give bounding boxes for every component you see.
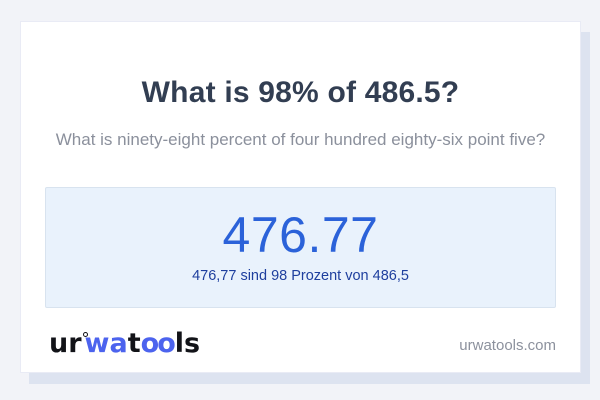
result-card: What is 98% of 486.5? What is ninety-eig… <box>20 21 581 373</box>
card-footer: ur watools urwatools.com <box>49 330 556 357</box>
result-box: 476.77 476,77 sind 98 Prozent von 486,5 <box>45 186 556 308</box>
logo-text-ls: ls <box>174 328 201 359</box>
logo-text-oo: oo <box>140 328 176 359</box>
logo-text-t: t <box>127 328 141 359</box>
question-subtitle-words: What is ninety-eight percent of four hun… <box>55 129 546 149</box>
result-value: 476.77 <box>222 207 379 264</box>
result-description-german: 476,77 sind 98 Prozent von 486,5 <box>192 268 409 285</box>
site-url: urwatools.com <box>459 337 556 354</box>
logo-ring-icon <box>82 332 88 337</box>
urwatools-logo[interactable]: ur watools <box>49 330 200 357</box>
logo-text-ur: ur <box>49 328 82 359</box>
question-title: What is 98% of 486.5? <box>141 76 460 109</box>
logo-text-wa: wa <box>84 328 128 359</box>
